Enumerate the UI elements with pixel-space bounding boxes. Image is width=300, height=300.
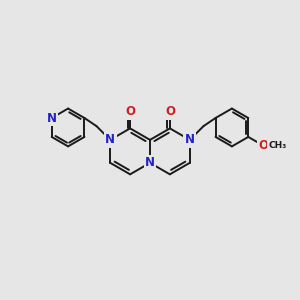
Text: N: N <box>145 156 155 169</box>
Text: O: O <box>259 139 269 152</box>
Text: N: N <box>185 134 195 146</box>
Text: N: N <box>105 134 115 146</box>
Text: O: O <box>125 105 135 118</box>
Text: N: N <box>47 112 57 124</box>
Text: CH₃: CH₃ <box>268 141 287 150</box>
Text: O: O <box>165 105 175 118</box>
